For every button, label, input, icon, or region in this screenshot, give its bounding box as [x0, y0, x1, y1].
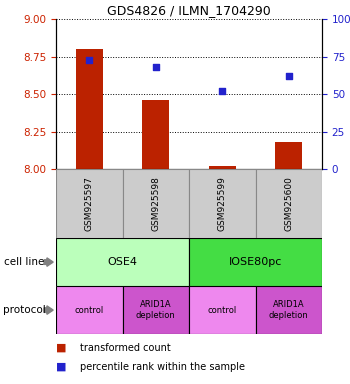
Bar — [275, 142, 302, 169]
Bar — [256, 286, 322, 334]
Point — [153, 64, 159, 70]
Text: ARID1A
depletion: ARID1A depletion — [136, 300, 176, 320]
Text: GSM925600: GSM925600 — [284, 176, 293, 231]
Bar — [76, 49, 103, 169]
Text: GSM925597: GSM925597 — [85, 176, 94, 231]
Point — [219, 88, 225, 94]
Bar — [56, 286, 122, 334]
Text: protocol: protocol — [4, 305, 46, 315]
Bar — [209, 166, 236, 169]
Text: GSM925598: GSM925598 — [151, 176, 160, 231]
Point — [286, 73, 292, 79]
Title: GDS4826 / ILMN_1704290: GDS4826 / ILMN_1704290 — [107, 3, 271, 17]
Text: cell line: cell line — [4, 257, 44, 267]
Text: IOSE80pc: IOSE80pc — [229, 257, 282, 267]
Text: percentile rank within the sample: percentile rank within the sample — [80, 361, 245, 372]
Bar — [122, 169, 189, 238]
Bar — [122, 286, 189, 334]
Text: transformed count: transformed count — [80, 343, 171, 353]
Text: GSM925599: GSM925599 — [218, 176, 227, 231]
Text: control: control — [208, 306, 237, 314]
Bar — [56, 238, 189, 286]
Text: OSE4: OSE4 — [107, 257, 138, 267]
Bar — [256, 169, 322, 238]
Text: ARID1A
depletion: ARID1A depletion — [269, 300, 309, 320]
Text: control: control — [75, 306, 104, 314]
Bar — [142, 100, 169, 169]
Bar — [189, 169, 256, 238]
Text: ■: ■ — [56, 361, 66, 372]
Text: ■: ■ — [56, 343, 66, 353]
Point — [86, 56, 92, 63]
Bar — [189, 238, 322, 286]
Bar — [56, 169, 122, 238]
Bar — [189, 286, 256, 334]
